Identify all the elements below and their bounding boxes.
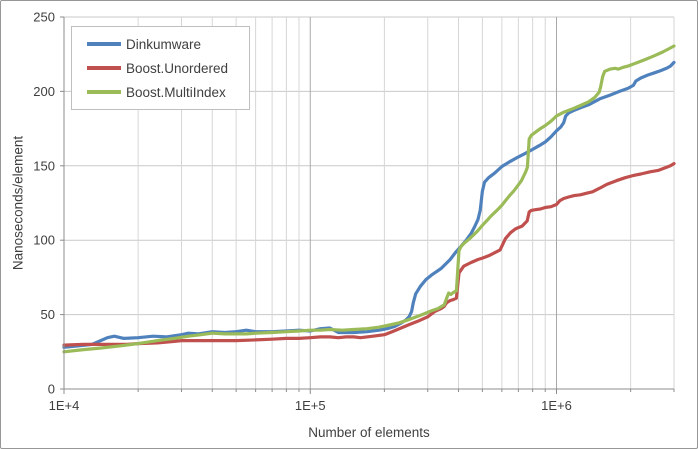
series-line-boost-multiindex [62,44,676,354]
legend-item-dinkumware: Dinkumware [87,37,245,52]
legend-label: Boost.MultiIndex [126,84,226,100]
y-tick-label: 100 [33,233,55,248]
x-tick-label: 1E+5 [295,398,326,413]
legend-line-swatch [87,66,121,70]
y-tick-label: 200 [33,84,55,99]
y-tick-label: 150 [33,158,55,173]
series-line-boost-unordered [62,162,676,347]
y-tick-label: 0 [48,382,55,397]
legend-label: Dinkumware [126,36,202,52]
legend-line-swatch [87,42,121,46]
x-tick-label: 1E+4 [49,398,80,413]
legend-line-swatch [87,90,121,94]
y-tick-label: 50 [41,307,55,322]
legend-label: Boost.Unordered [126,60,229,76]
y-tick-label: 250 [33,10,55,25]
legend-item-boost-multiindex: Boost.MultiIndex [87,85,245,100]
x-axis-title: Number of elements [308,425,430,440]
x-tick-label: 1E+6 [541,398,572,413]
legend: Dinkumware Boost.Unordered Boost.MultiIn… [71,26,250,110]
legend-item-boost-unordered: Boost.Unordered [87,61,245,76]
y-axis-title: Nanoseconds/element [10,135,26,271]
